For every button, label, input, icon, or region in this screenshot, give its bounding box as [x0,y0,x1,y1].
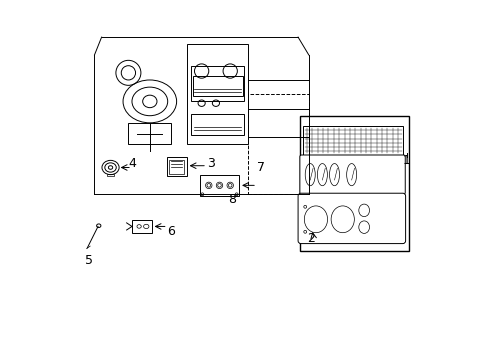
Bar [303,126,403,155]
Bar [128,123,171,144]
Bar [190,114,244,135]
Text: 3: 3 [206,157,214,170]
Text: 8: 8 [227,193,236,206]
Text: 1: 1 [402,154,410,167]
Bar [187,44,247,144]
Bar [299,116,408,251]
Text: 7: 7 [256,161,264,174]
Bar [247,94,308,194]
Bar [200,175,239,196]
Text: 6: 6 [167,225,175,238]
FancyBboxPatch shape [299,155,405,194]
Bar [166,157,186,176]
Bar [132,220,151,233]
Text: 5: 5 [85,254,93,267]
Text: 4: 4 [128,157,136,170]
Bar [192,76,242,96]
Text: 2: 2 [306,233,314,246]
Bar [190,66,244,102]
FancyBboxPatch shape [298,193,405,244]
Bar [107,174,114,176]
Bar [169,160,183,174]
